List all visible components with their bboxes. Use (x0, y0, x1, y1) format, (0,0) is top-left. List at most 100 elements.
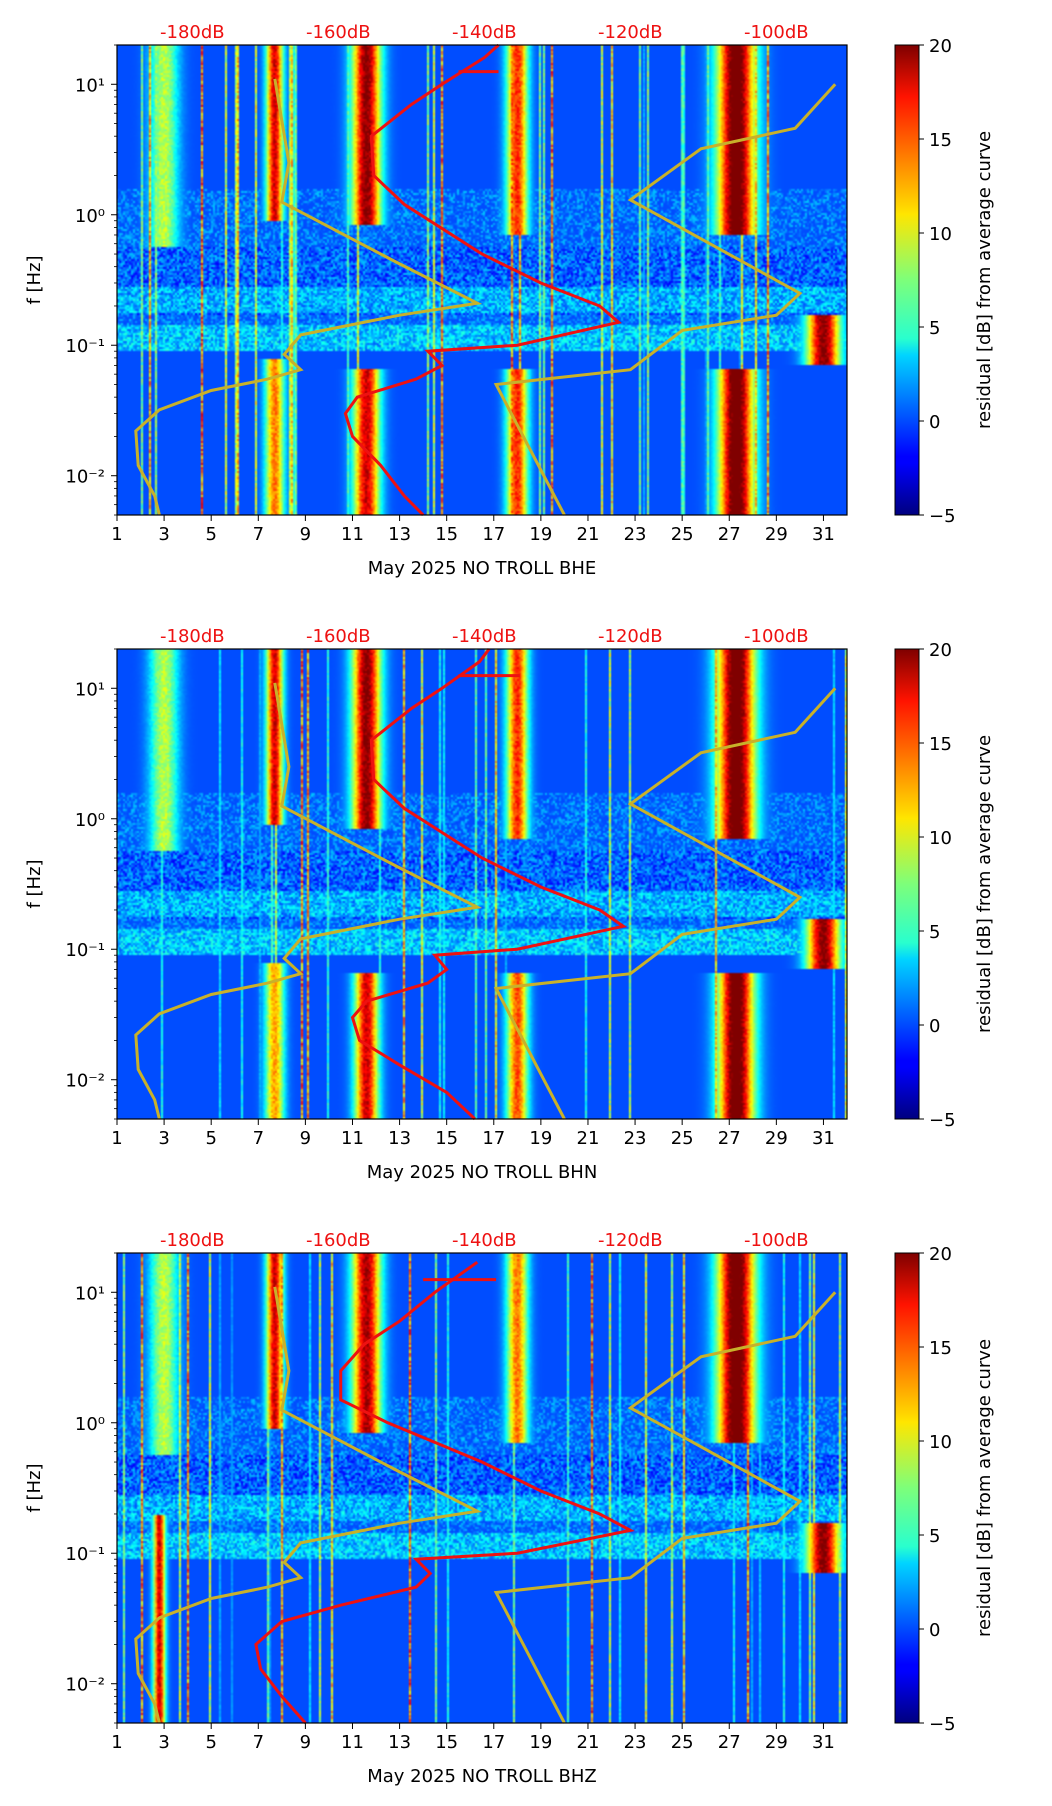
colorbar-gradient (894, 1252, 920, 1724)
x-tick-label: 23 (624, 524, 647, 545)
db-label: -120dB (598, 22, 663, 43)
y-tick-label: 10⁻¹ (65, 1544, 105, 1565)
noise-model-curve (134, 682, 483, 1120)
x-tick-label: 7 (253, 524, 264, 545)
y-axis: 10⁻² 10⁻¹ 10⁰ 10¹ (65, 1252, 117, 1724)
colorbar-tick-label: 0 (929, 1620, 940, 1641)
x-tick-label: 21 (577, 1128, 600, 1149)
colorbar-tick-label: 15 (929, 1338, 952, 1359)
colorbar-title: residual [dB] from average curve (974, 1339, 995, 1637)
x-tick-label: 27 (718, 1732, 741, 1753)
db-labels: -180dB -160dB -140dB -120dB -100dB (160, 626, 809, 647)
x-tick-label: 23 (624, 1732, 647, 1753)
spectrogram-heatmap (117, 45, 847, 515)
x-tick-label: 19 (529, 1128, 552, 1149)
noise-model-curve (134, 1286, 483, 1724)
colorbar-tick-label: −5 (929, 506, 956, 527)
y-tick-label: 10¹ (75, 75, 105, 96)
plot-frame (116, 1252, 848, 1724)
colorbar-tick-label: −5 (929, 1714, 956, 1735)
db-label: -100dB (744, 1230, 809, 1251)
db-label: -180dB (160, 22, 225, 43)
colorbar-tick-label: 0 (929, 1016, 940, 1037)
y-tick-label: 10⁰ (75, 206, 105, 227)
average-curve (350, 648, 628, 1121)
colorbar-tick-label: 5 (929, 922, 940, 943)
x-tick-label: 9 (300, 1128, 311, 1149)
plot-frame (116, 44, 848, 516)
x-tick-label: 27 (718, 1128, 741, 1149)
x-tick-label: 21 (577, 1732, 600, 1753)
db-label: -120dB (598, 1230, 663, 1251)
x-tick-label: 19 (529, 524, 552, 545)
x-tick-label: 29 (765, 1732, 788, 1753)
db-label: -160dB (306, 626, 371, 647)
x-tick-label: 29 (765, 524, 788, 545)
x-tick-label: 29 (765, 1128, 788, 1149)
x-tick-label: 17 (482, 1732, 505, 1753)
plot-frame (116, 648, 848, 1120)
x-tick-label: 19 (529, 1732, 552, 1753)
db-labels: -180dB -160dB -140dB -120dB -100dB (160, 22, 809, 43)
y-tick-label: 10⁻¹ (65, 940, 105, 961)
db-label: -160dB (306, 22, 371, 43)
noise-model-curve-right (493, 687, 837, 1120)
x-tick-label: 27 (718, 524, 741, 545)
spectrogram-heatmap (117, 1253, 847, 1723)
spectrogram-heatmap (117, 649, 847, 1119)
y-tick-label: 10¹ (75, 1283, 105, 1304)
x-tick-label: 25 (671, 1128, 694, 1149)
x-tick-label: 23 (624, 1128, 647, 1149)
db-label: -100dB (744, 626, 809, 647)
x-tick-label: 25 (671, 1732, 694, 1753)
colorbar-tick-label: 15 (929, 130, 952, 151)
x-axis: 1 3 5 7 9 11 13 15 17 19 21 23 25 27 29 31 (111, 1119, 835, 1149)
x-tick-label: 1 (111, 524, 122, 545)
colorbar-tick-label: 10 (929, 828, 952, 849)
x-tick-label: 3 (158, 1732, 169, 1753)
x-tick-label: 13 (388, 1128, 411, 1149)
x-axis: 1 3 5 7 9 11 13 15 17 19 21 23 25 27 29 31 (111, 1723, 835, 1753)
x-tick-label: 5 (205, 524, 216, 545)
x-tick-label: 3 (158, 524, 169, 545)
colorbar-tick-label: 20 (929, 640, 952, 661)
db-label: -180dB (160, 1230, 225, 1251)
x-tick-label: 9 (300, 524, 311, 545)
db-labels: -180dB -160dB -140dB -120dB -100dB (160, 1230, 809, 1251)
noise-model-curve (134, 78, 483, 516)
colorbar: 20 15 10 5 0 −5 residual [dB] from avera… (894, 36, 995, 527)
y-axis: 10⁻² 10⁻¹ 10⁰ 10¹ (65, 44, 117, 516)
x-tick-label: 31 (812, 1128, 835, 1149)
x-axis: 1 3 5 7 9 11 13 15 17 19 21 23 25 27 29 31 (111, 515, 835, 545)
x-axis-title: May 2025 NO TROLL BHE (368, 558, 597, 579)
colorbar-tick-label: 10 (929, 224, 952, 245)
db-label: -120dB (598, 626, 663, 647)
x-tick-label: 7 (253, 1732, 264, 1753)
x-tick-label: 7 (253, 1128, 264, 1149)
x-tick-label: 15 (435, 1128, 458, 1149)
x-tick-label: 15 (435, 1732, 458, 1753)
db-label: -180dB (160, 626, 225, 647)
colorbar-tick-label: −5 (929, 1110, 956, 1131)
colorbar-tick-label: 15 (929, 734, 952, 755)
y-tick-label: 10¹ (75, 679, 105, 700)
x-tick-label: 15 (435, 524, 458, 545)
y-tick-label: 10⁻² (65, 467, 105, 488)
x-axis-title: May 2025 NO TROLL BHZ (367, 1766, 596, 1787)
y-tick-label: 10⁻¹ (65, 336, 105, 357)
x-tick-label: 25 (671, 524, 694, 545)
db-label: -140dB (452, 1230, 517, 1251)
y-tick-label: 10⁻² (65, 1071, 105, 1092)
colorbar-tick-label: 0 (929, 412, 940, 433)
x-tick-label: 17 (482, 524, 505, 545)
db-label: -140dB (452, 22, 517, 43)
average-curve (343, 43, 622, 517)
colorbar-title: residual [dB] from average curve (974, 131, 995, 429)
x-tick-label: 31 (812, 524, 835, 545)
x-tick-label: 13 (388, 1732, 411, 1753)
colorbar-gradient (894, 44, 920, 516)
colorbar-tick-label: 5 (929, 1526, 940, 1547)
x-tick-label: 3 (158, 1128, 169, 1149)
y-axis-title: f [Hz] (24, 859, 45, 908)
